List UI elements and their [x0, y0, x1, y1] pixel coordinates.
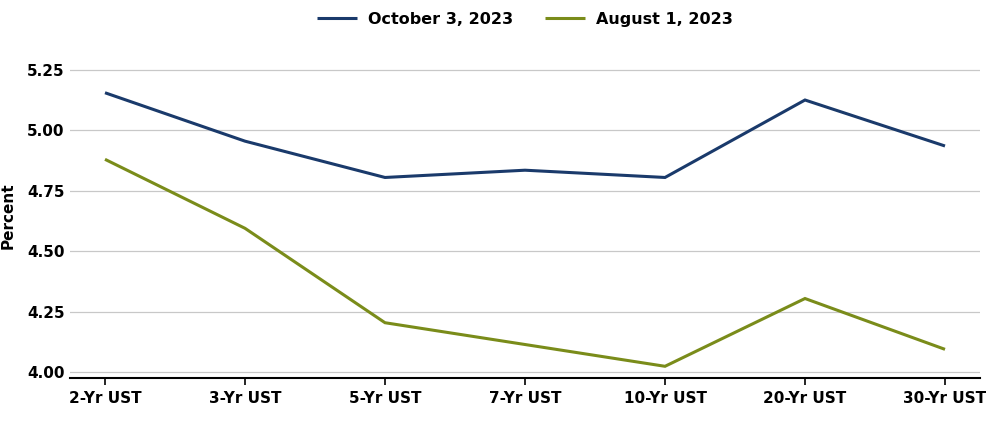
Legend: October 3, 2023, August 1, 2023: October 3, 2023, August 1, 2023 [311, 5, 739, 33]
Y-axis label: Percent: Percent [1, 182, 16, 249]
August 1, 2023 [99, 157, 111, 162]
August 1, 2023 [659, 363, 671, 369]
October 3, 2023 [659, 175, 671, 180]
August 1, 2023 [239, 226, 251, 231]
Line: August 1, 2023: August 1, 2023 [105, 159, 945, 366]
October 3, 2023 [239, 139, 251, 144]
August 1, 2023 [939, 347, 951, 352]
August 1, 2023 [519, 342, 531, 347]
October 3, 2023 [379, 175, 391, 180]
October 3, 2023 [519, 168, 531, 173]
Line: October 3, 2023: October 3, 2023 [105, 93, 945, 177]
August 1, 2023 [799, 296, 811, 301]
October 3, 2023 [799, 97, 811, 103]
October 3, 2023 [99, 90, 111, 95]
August 1, 2023 [379, 320, 391, 325]
October 3, 2023 [939, 143, 951, 149]
